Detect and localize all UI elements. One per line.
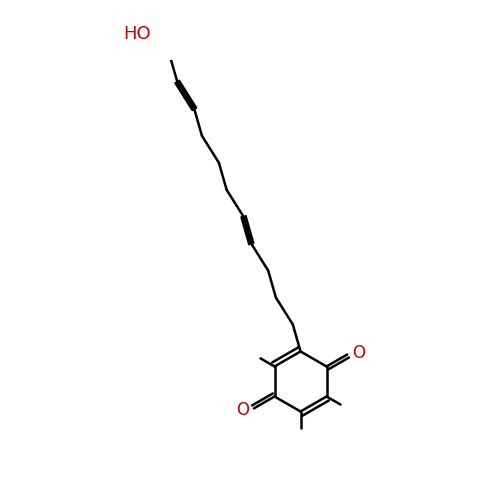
Text: O: O [352, 344, 365, 362]
Text: O: O [236, 402, 249, 419]
Text: HO: HO [124, 26, 151, 44]
